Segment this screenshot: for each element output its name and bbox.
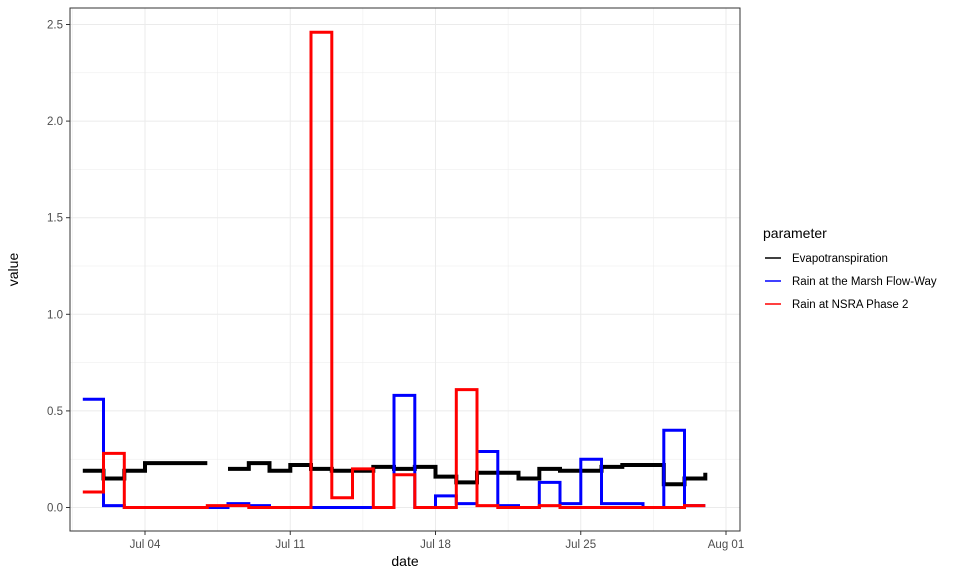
grid [70,8,740,531]
y-tick-label: 1.0 [47,309,63,321]
y-tick-label: 2.5 [47,20,63,32]
y-tick-label: 2.0 [47,116,63,128]
legend: parameter Evapotranspiration Rain at the … [763,225,937,311]
y-tick-label: 0.0 [47,503,63,515]
y-tick-label: 1.5 [47,213,63,225]
y-axis-ticks: 0.0 0.5 1.0 1.5 2.0 2.5 [47,20,70,515]
legend-item: Rain at the Marsh Flow-Way [765,276,937,288]
legend-item: Rain at NSRA Phase 2 [765,299,908,311]
legend-label: Rain at the Marsh Flow-Way [792,276,937,288]
x-tick-label: Aug 01 [708,539,744,551]
series-lines [82,30,708,509]
legend-item: Evapotranspiration [765,253,888,265]
legend-label: Evapotranspiration [792,253,888,265]
x-tick-label: Jul 04 [130,539,161,551]
x-axis-title: date [391,553,418,569]
legend-title: parameter [763,225,827,241]
legend-items: Evapotranspiration Rain at the Marsh Flow… [765,253,937,311]
y-axis-title: value [5,253,21,287]
y-tick-label: 0.5 [47,406,63,418]
series-2 [82,30,706,509]
panel-border [69,7,741,532]
x-axis-ticks: Jul 04 Jul 11 Jul 18 Jul 25 Aug 01 [130,531,744,551]
x-tick-label: Jul 11 [275,539,305,551]
x-tick-label: Jul 18 [420,539,451,551]
series-line-2 [82,30,706,509]
x-tick-label: Jul 25 [565,539,596,551]
legend-label: Rain at NSRA Phase 2 [792,299,908,311]
